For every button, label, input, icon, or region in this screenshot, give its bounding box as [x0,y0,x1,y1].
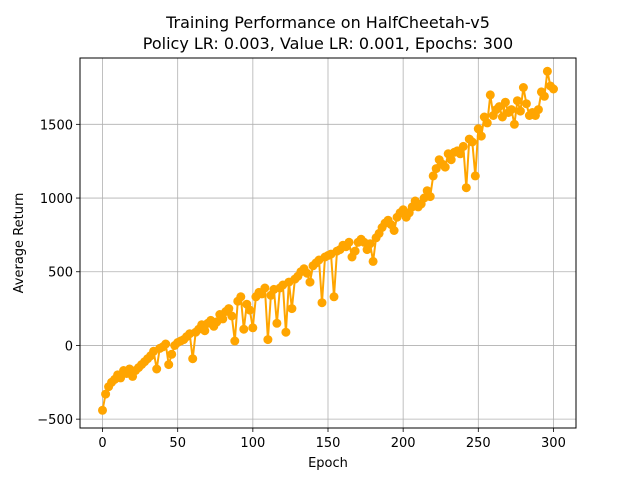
data-point [287,304,297,314]
data-point [164,360,174,370]
data-point [350,246,360,256]
data-point [467,137,477,147]
data-point [473,124,483,134]
data-point [549,84,558,94]
data-point [248,323,258,333]
data-point [152,364,162,374]
data-point [446,155,456,165]
data-point [521,99,531,109]
x-tick-label: 0 [98,436,106,451]
data-point [458,141,468,151]
data-point [539,91,549,101]
data-point [101,389,111,399]
data-point [161,339,171,349]
y-axis-label: Average Return [12,193,27,294]
data-point [317,298,327,308]
data-point [512,96,522,106]
data-point [245,305,255,315]
data-point [281,327,291,337]
series-points [98,66,558,415]
series-group [98,66,558,415]
data-point [500,97,510,107]
data-point [230,336,240,346]
x-tick-label: 50 [169,436,186,451]
data-point [239,324,249,334]
data-point [518,83,528,92]
plot-area [79,57,577,429]
x-axis-ticks: 0 50 100 150 200 250 300 [98,428,566,451]
x-tick-label: 300 [541,436,566,451]
data-point [260,283,270,293]
data-point [515,106,525,116]
x-axis-label: Epoch [308,456,348,471]
data-point [455,149,465,159]
data-point [224,304,234,314]
chart-subtitle: Policy LR: 0.003, Value LR: 0.001, Epoch… [143,34,513,53]
data-point [482,118,492,128]
data-point [302,268,312,278]
y-tick-label: 1000 [40,192,73,207]
data-point [533,105,543,115]
y-tick-label: 1500 [40,118,73,133]
data-point [236,292,246,302]
data-point [476,131,486,141]
data-point [368,256,378,266]
y-tick-label: −500 [37,413,73,428]
data-point [305,277,315,287]
y-axis-ticks: −500 0 500 1000 1500 [37,118,80,428]
data-point [428,171,438,181]
x-tick-label: 200 [391,436,416,451]
data-point [542,66,552,76]
data-point [218,314,228,324]
y-tick-label: 500 [48,266,73,281]
data-point [425,192,435,202]
data-point [329,292,339,302]
data-point [440,162,450,172]
data-point [344,237,354,247]
data-point [272,318,282,328]
data-point [98,405,107,415]
data-point [200,326,210,336]
data-point [470,171,480,181]
data-point [365,239,375,249]
chart-title: Training Performance on HalfCheetah-v5 [165,13,490,32]
data-point [167,349,177,359]
data-point [389,226,399,235]
data-point [263,335,273,345]
data-point [509,119,519,129]
x-tick-label: 250 [466,436,491,451]
data-point [506,105,516,115]
x-tick-label: 150 [316,436,341,451]
data-point [227,311,237,321]
data-point [485,90,495,100]
x-tick-label: 100 [240,436,265,451]
data-point [461,183,471,193]
data-point [188,354,198,364]
y-tick-label: 0 [65,339,73,354]
grid [80,58,576,428]
